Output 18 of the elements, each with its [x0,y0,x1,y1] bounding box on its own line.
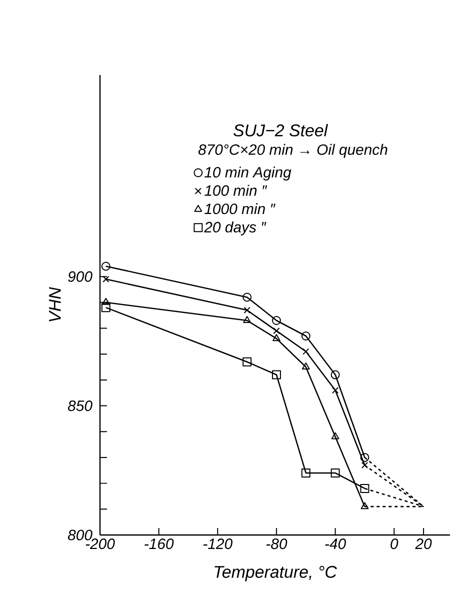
x-tick-label: -160 [144,538,174,550]
y-axis-title: VHN [49,287,61,322]
y-tick-label: 850 [68,400,92,412]
y-tick-label: 800 [68,530,92,540]
y-tick-label: 900 [68,271,92,282]
x-tick-label: -200 [86,538,115,550]
x-tick-label: -80 [266,538,288,550]
x-tick-label: -40 [325,538,346,550]
x-tick-label: 20 [415,538,432,550]
x-tick-label: 0 [390,538,398,550]
legend-label: 20 days ″ [204,221,266,236]
x-tick-label: -120 [203,538,232,550]
legend-label: 100 min ″ [204,184,268,196]
text: 870°C×20 min → Oil quench [198,144,388,158]
x-axis-title: Temperature, °C [214,566,337,582]
text: SUJ−2 Steel [234,124,328,136]
legend-label: 10 min Aging [204,166,292,181]
legend-label: 1000 min ″ [204,203,276,214]
